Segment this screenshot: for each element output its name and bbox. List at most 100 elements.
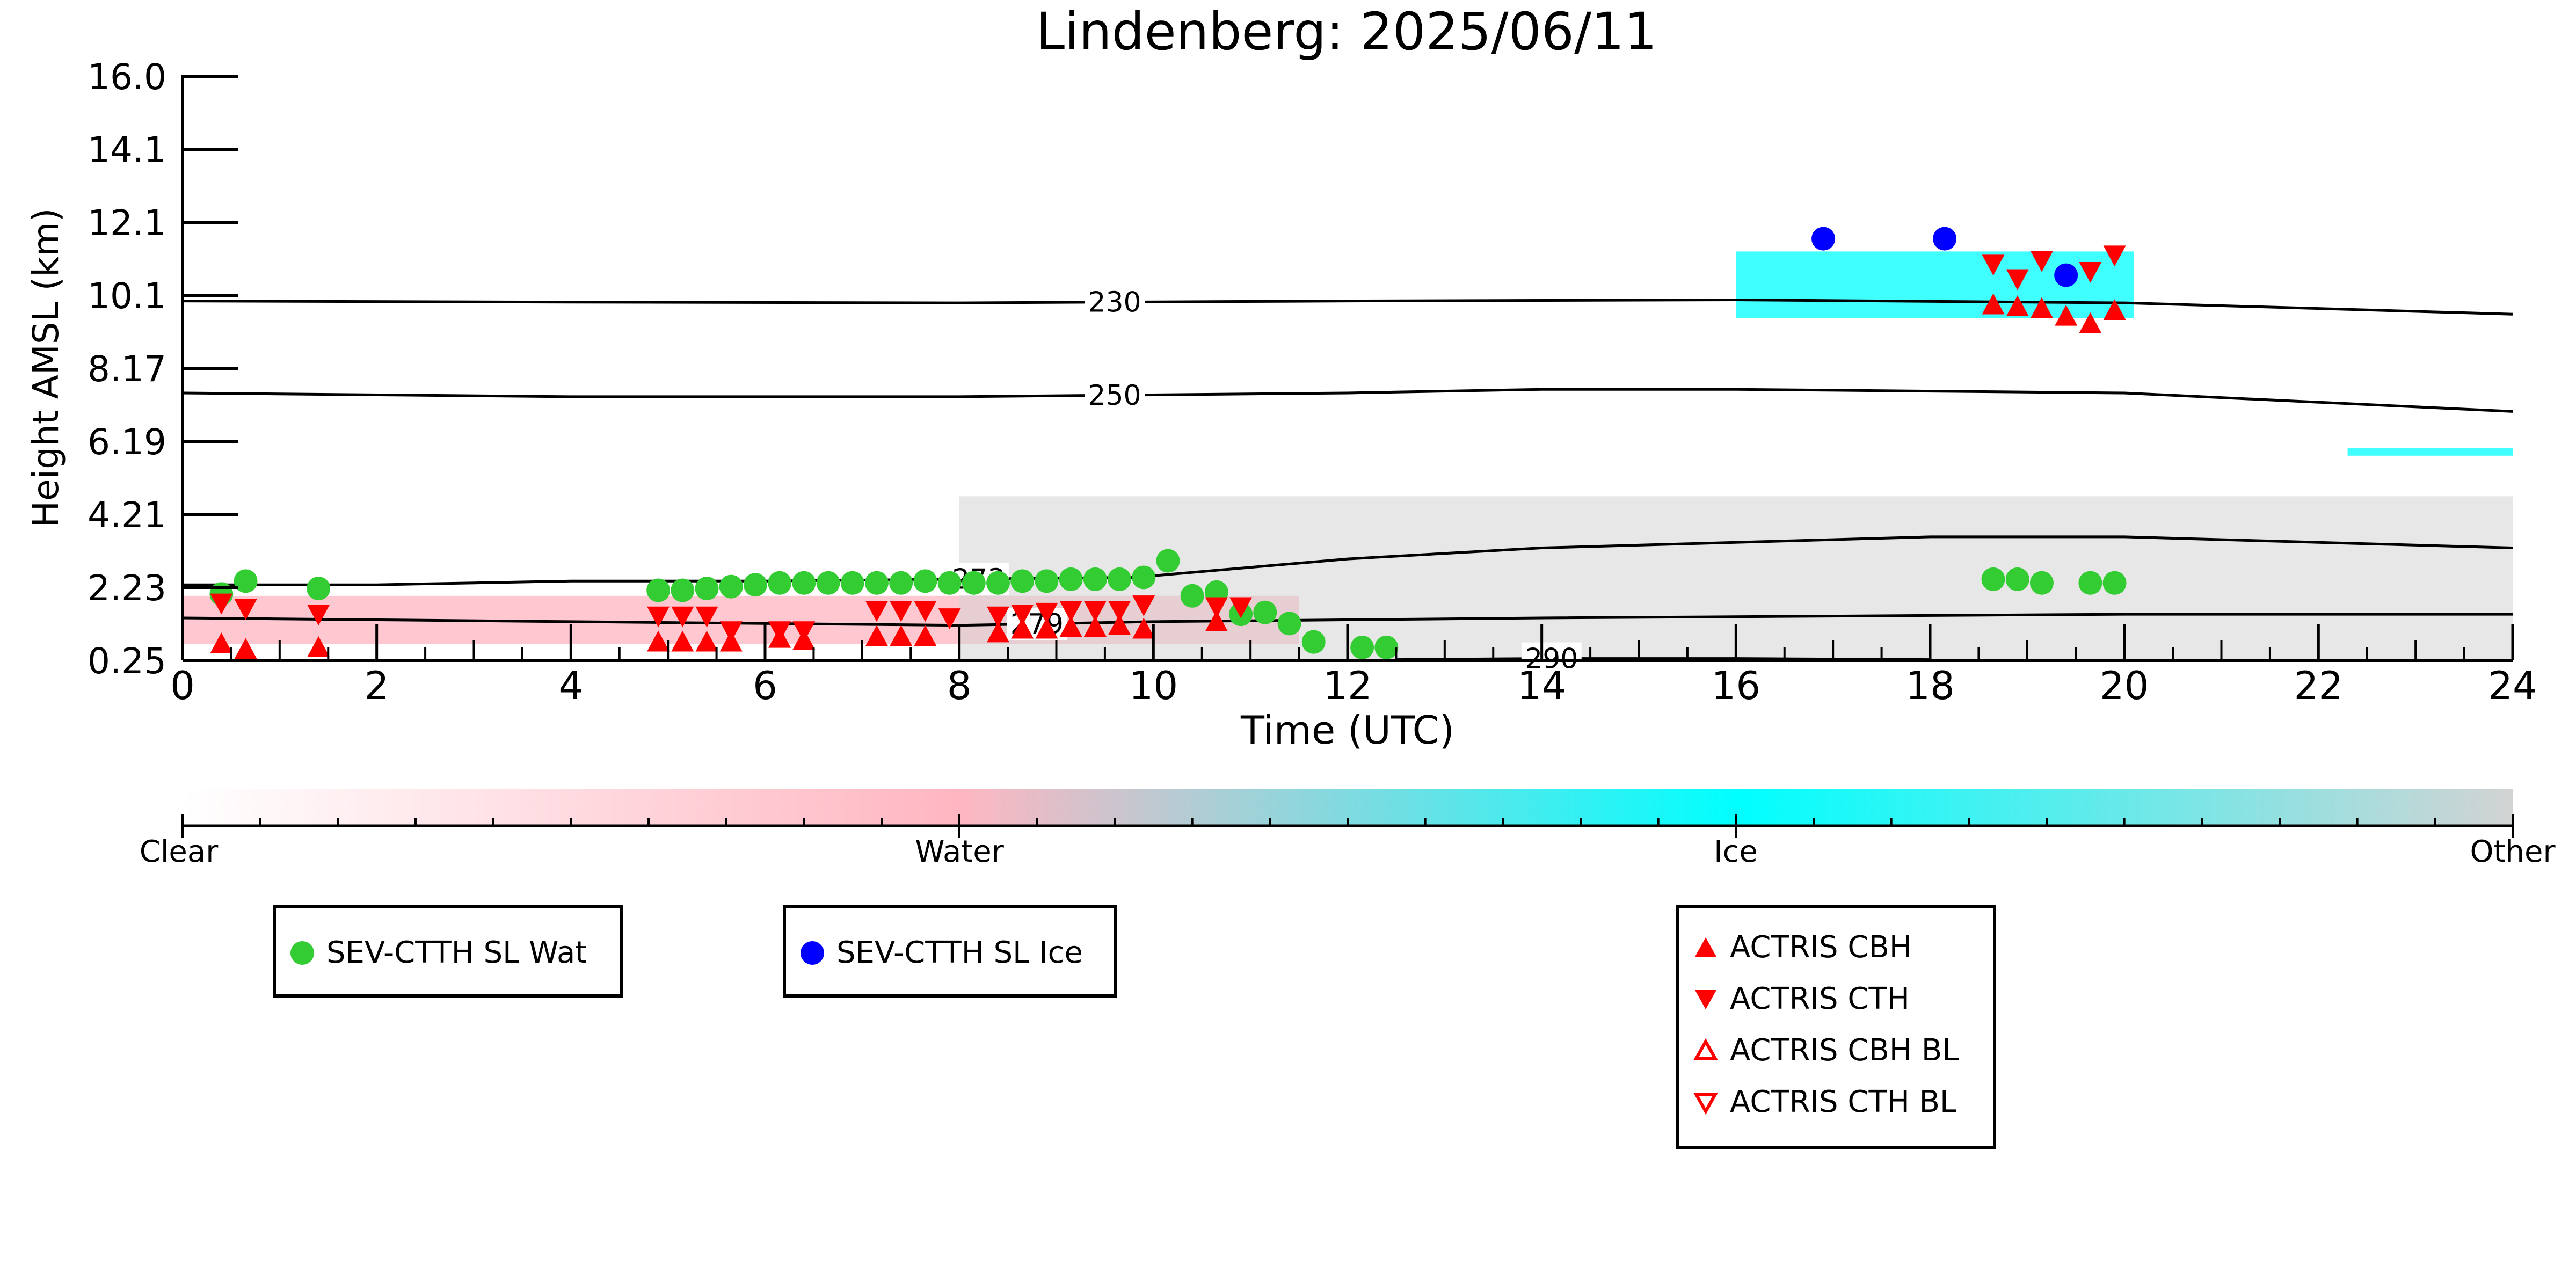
y-tick-label-8.17: 8.17 xyxy=(88,348,166,390)
colorbar-ticks xyxy=(181,814,2514,838)
sev-ctth-sl-wat-point-37 xyxy=(2102,571,2127,595)
actris-cth-point-17 xyxy=(1083,601,1107,622)
y-axis-label: Height AMSL (km) xyxy=(25,208,67,528)
sev-ctth-sl-wat-point-1 xyxy=(234,569,258,593)
cloud-mask-ice-3 xyxy=(2347,448,2513,456)
legend-label-actris-cth-bl: ACTRIS CTH BL xyxy=(1730,1085,1957,1119)
triangle-down-open-icon xyxy=(1693,1092,1719,1115)
x-tick-label-4: 4 xyxy=(558,663,583,708)
actris-cth-point-25 xyxy=(2079,261,2102,283)
actris-cth-point-22 xyxy=(1982,254,2005,276)
triangle-down-filled-icon xyxy=(1695,989,1716,1009)
actris-cbh-point-25 xyxy=(2103,299,2126,321)
sev-ctth-sl-wat-point-15 xyxy=(937,571,962,595)
green-circle-marker-icon xyxy=(290,941,314,965)
actris-cth-point-1 xyxy=(234,599,257,620)
actris-cbh-point-19 xyxy=(1205,610,1228,631)
sev-ctth-sl-wat-point-6 xyxy=(719,574,743,599)
actris-cbh-point-12 xyxy=(987,621,1009,643)
x-tick-label-8: 8 xyxy=(947,663,972,708)
y-tick-label-16.0: 16.0 xyxy=(88,56,166,98)
actris-cbh-point-20 xyxy=(1982,293,2005,315)
sev-ctth-sl-wat-point-33 xyxy=(1981,567,2005,591)
legend-item-sev-water: SEV-CTTH SL Wat xyxy=(289,935,587,970)
sev-ctth-sl-wat-point-11 xyxy=(840,571,864,595)
legend-label-actris-cth: ACTRIS CTH xyxy=(1730,981,1910,1016)
legend-item-actris-cbh: ACTRIS CBH xyxy=(1692,930,1912,965)
x-tick-label-16: 16 xyxy=(1712,663,1761,708)
contour-label-bg-230 xyxy=(1085,286,1145,318)
legend-label-actris-cbh: ACTRIS CBH xyxy=(1730,930,1912,965)
y-tick-label-2.23: 2.23 xyxy=(88,567,166,609)
sev-ctth-sl-wat-point-32 xyxy=(1374,635,1399,659)
contour-273 xyxy=(183,535,2513,586)
actris-cbh-point-23 xyxy=(2055,304,2078,326)
sev-ctth-sl-wat-point-3 xyxy=(646,578,671,602)
y-ticks: 0.25 2.23 4.21 6.19 8.17 10.1 12.1 14.1 16.0 xyxy=(88,56,238,682)
legend-label-sev-ice: SEV-CTTH SL Ice xyxy=(836,935,1083,970)
triangle-up-open-icon xyxy=(1693,1038,1719,1060)
sev-ctth-sl-wat-point-5 xyxy=(695,577,719,601)
y-tick-label-6.19: 6.19 xyxy=(88,421,166,463)
y-tick-label-14.1: 14.1 xyxy=(88,129,166,171)
actris-cbh-point-13 xyxy=(1011,617,1034,639)
contour-label-bg-250 xyxy=(1085,379,1145,412)
colorbar-label-other: Other xyxy=(2470,834,2556,869)
actris-cth-point-21 xyxy=(1229,597,1253,618)
sev-ctth-sl-wat-point-7 xyxy=(743,573,767,597)
actris-cbh-point-10 xyxy=(890,625,913,646)
sev-ctth-sl-wat-point-14 xyxy=(913,569,937,593)
sev-ctth-sl-wat-point-21 xyxy=(1083,567,1107,591)
actris-cth-point-9 xyxy=(865,601,888,622)
actris-cth-point-15 xyxy=(1035,602,1058,624)
sev-ctth-sl-wat-point-34 xyxy=(2005,567,2029,591)
y-tick-label-12.1: 12.1 xyxy=(88,202,166,244)
x-tick-label-2: 2 xyxy=(365,663,389,708)
x-tick-label-6: 6 xyxy=(753,663,777,708)
actris-cth-point-8 xyxy=(792,621,816,643)
contour-label-bg-290 xyxy=(1521,642,1582,675)
contour-279 xyxy=(182,613,2513,627)
sev-ctth-sl-wat-point-22 xyxy=(1108,567,1132,591)
sev-ctth-sl-wat-point-20 xyxy=(1059,567,1083,591)
actris-cbh-point-14 xyxy=(1035,617,1058,639)
actris-cth-point-20 xyxy=(1205,597,1228,618)
cloud-mask-layer xyxy=(183,251,2513,660)
x-tick-label-20: 20 xyxy=(2100,663,2149,708)
sev-ctth-sl-wat-point-30 xyxy=(1301,630,1326,654)
actris-cth-point-10 xyxy=(890,601,913,622)
actris-cth-point-7 xyxy=(768,621,791,643)
sev-ctth-sl-wat-point-9 xyxy=(792,571,816,595)
sev-ctth-sl-wat-point-4 xyxy=(671,578,695,602)
actris-cth-point-5 xyxy=(695,606,718,628)
legend-label-actris-cbh-bl: ACTRIS CBH BL xyxy=(1730,1033,1959,1068)
sev-ctth-sl-wat-point-19 xyxy=(1035,569,1059,593)
sev-ctth-sl-wat-point-13 xyxy=(889,571,913,595)
cloud-mask-ice-2 xyxy=(1736,251,2134,318)
actris-cth-point-14 xyxy=(1011,605,1034,626)
sev-ctth-sl-wat-point-36 xyxy=(2078,571,2102,595)
actris-cbh-point-22 xyxy=(2030,297,2053,318)
actris-cth-point-4 xyxy=(671,606,694,628)
sev-ctth-sl-wat-point-25 xyxy=(1180,584,1204,608)
legend-label-sev-water: SEV-CTTH SL Wat xyxy=(326,935,587,970)
colorbar-label-ice: Ice xyxy=(1714,834,1758,869)
actris-cth-point-19 xyxy=(1132,595,1155,616)
sev-ctth-sl-wat-point-8 xyxy=(768,571,792,595)
sev-ctth-sl-ice-point-1 xyxy=(1933,227,1957,251)
chart-title: Lindenberg: 2025/06/11 xyxy=(1036,2,1657,62)
actris-cbh-point-21 xyxy=(2006,295,2029,316)
actris-cbh-point-3 xyxy=(647,630,670,652)
contour-250 xyxy=(182,388,2513,413)
sev-ctth-sl-wat-point-35 xyxy=(2029,571,2054,595)
x-axis-label: Time (UTC) xyxy=(1240,708,1454,753)
actris-cth-point-13 xyxy=(987,606,1009,628)
actris-cbh-point-4 xyxy=(671,630,694,652)
actris-cth-point-23 xyxy=(2006,269,2029,290)
sev-ctth-sl-wat-point-10 xyxy=(816,571,840,595)
actris-cbh-point-15 xyxy=(1059,616,1082,637)
sev-ctth-sl-wat-point-23 xyxy=(1132,565,1156,590)
sev-ctth-sl-wat-point-24 xyxy=(1156,549,1180,573)
actris-cbh-point-0 xyxy=(210,632,233,653)
